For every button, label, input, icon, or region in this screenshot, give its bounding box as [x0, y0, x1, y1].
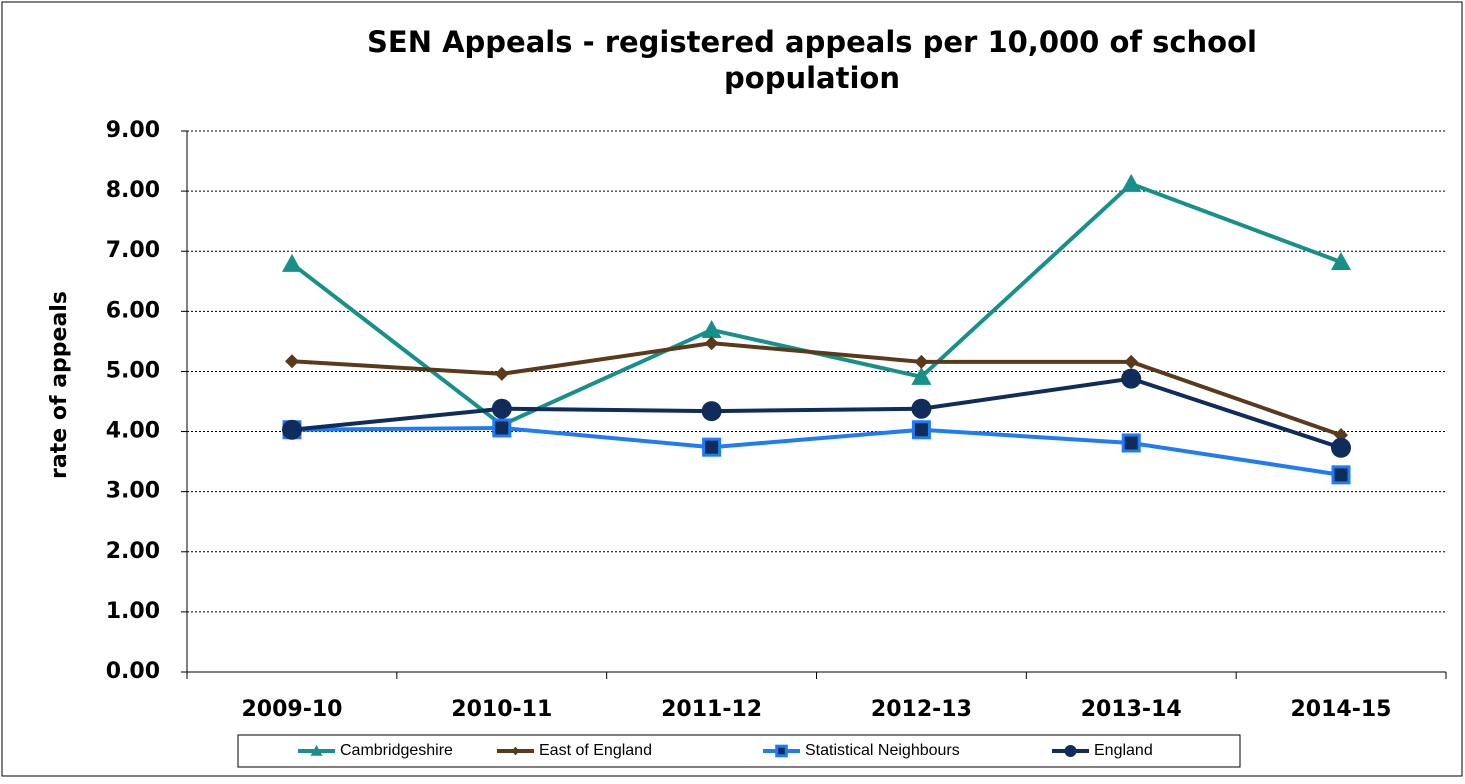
series-line	[291, 341, 1342, 438]
x-tick-label: 2009-10	[242, 697, 343, 722]
x-tick-label: 2012-13	[871, 697, 972, 722]
series-line	[291, 376, 1342, 450]
legend-label: Cambridgeshire	[340, 742, 453, 759]
marker	[492, 418, 512, 438]
chart-title: population	[724, 61, 900, 95]
marker	[1124, 354, 1139, 369]
marker	[285, 354, 299, 369]
legend-label: England	[1094, 742, 1153, 759]
x-tick-label: 2014-15	[1291, 697, 1392, 722]
marker	[494, 366, 509, 381]
y-tick-label: 6.00	[106, 298, 160, 323]
y-axis-label: rate of appeals	[47, 291, 72, 479]
marker	[511, 746, 520, 756]
marker	[911, 366, 932, 385]
chart-title: SEN Appeals - registered appeals per 10,…	[367, 25, 1257, 59]
x-tick-label: 2011-12	[661, 697, 762, 722]
marker	[702, 437, 722, 457]
y-tick-label: 1.00	[106, 599, 160, 624]
y-tick-label: 9.00	[106, 118, 160, 143]
y-tick-label: 2.00	[106, 539, 160, 564]
legend-label: Statistical Neighbours	[805, 742, 960, 759]
y-tick-label: 0.00	[106, 659, 160, 684]
y-tick-label: 5.00	[106, 358, 160, 383]
marker	[491, 398, 512, 419]
y-tick-label: 8.00	[106, 178, 160, 203]
marker	[1331, 252, 1351, 271]
marker	[1331, 437, 1351, 458]
marker	[911, 398, 932, 419]
y-tick-label: 3.00	[106, 479, 160, 504]
y-tick-label: 7.00	[106, 238, 160, 263]
marker	[701, 319, 722, 338]
marker	[1121, 368, 1142, 389]
marker	[775, 744, 788, 758]
marker	[1121, 173, 1142, 192]
marker	[704, 336, 719, 351]
marker	[1331, 465, 1351, 485]
marker	[310, 745, 323, 756]
marker	[701, 401, 722, 422]
marker	[1121, 433, 1141, 453]
marker	[914, 354, 929, 369]
marker	[1064, 745, 1077, 757]
x-tick-label: 2010-11	[451, 697, 552, 722]
x-tick-label: 2013-14	[1081, 697, 1182, 722]
marker	[282, 253, 302, 272]
marker	[282, 419, 302, 440]
y-tick-label: 4.00	[106, 419, 160, 444]
series-line	[291, 425, 1342, 477]
legend-label: East of England	[539, 742, 652, 759]
marker	[911, 420, 931, 440]
